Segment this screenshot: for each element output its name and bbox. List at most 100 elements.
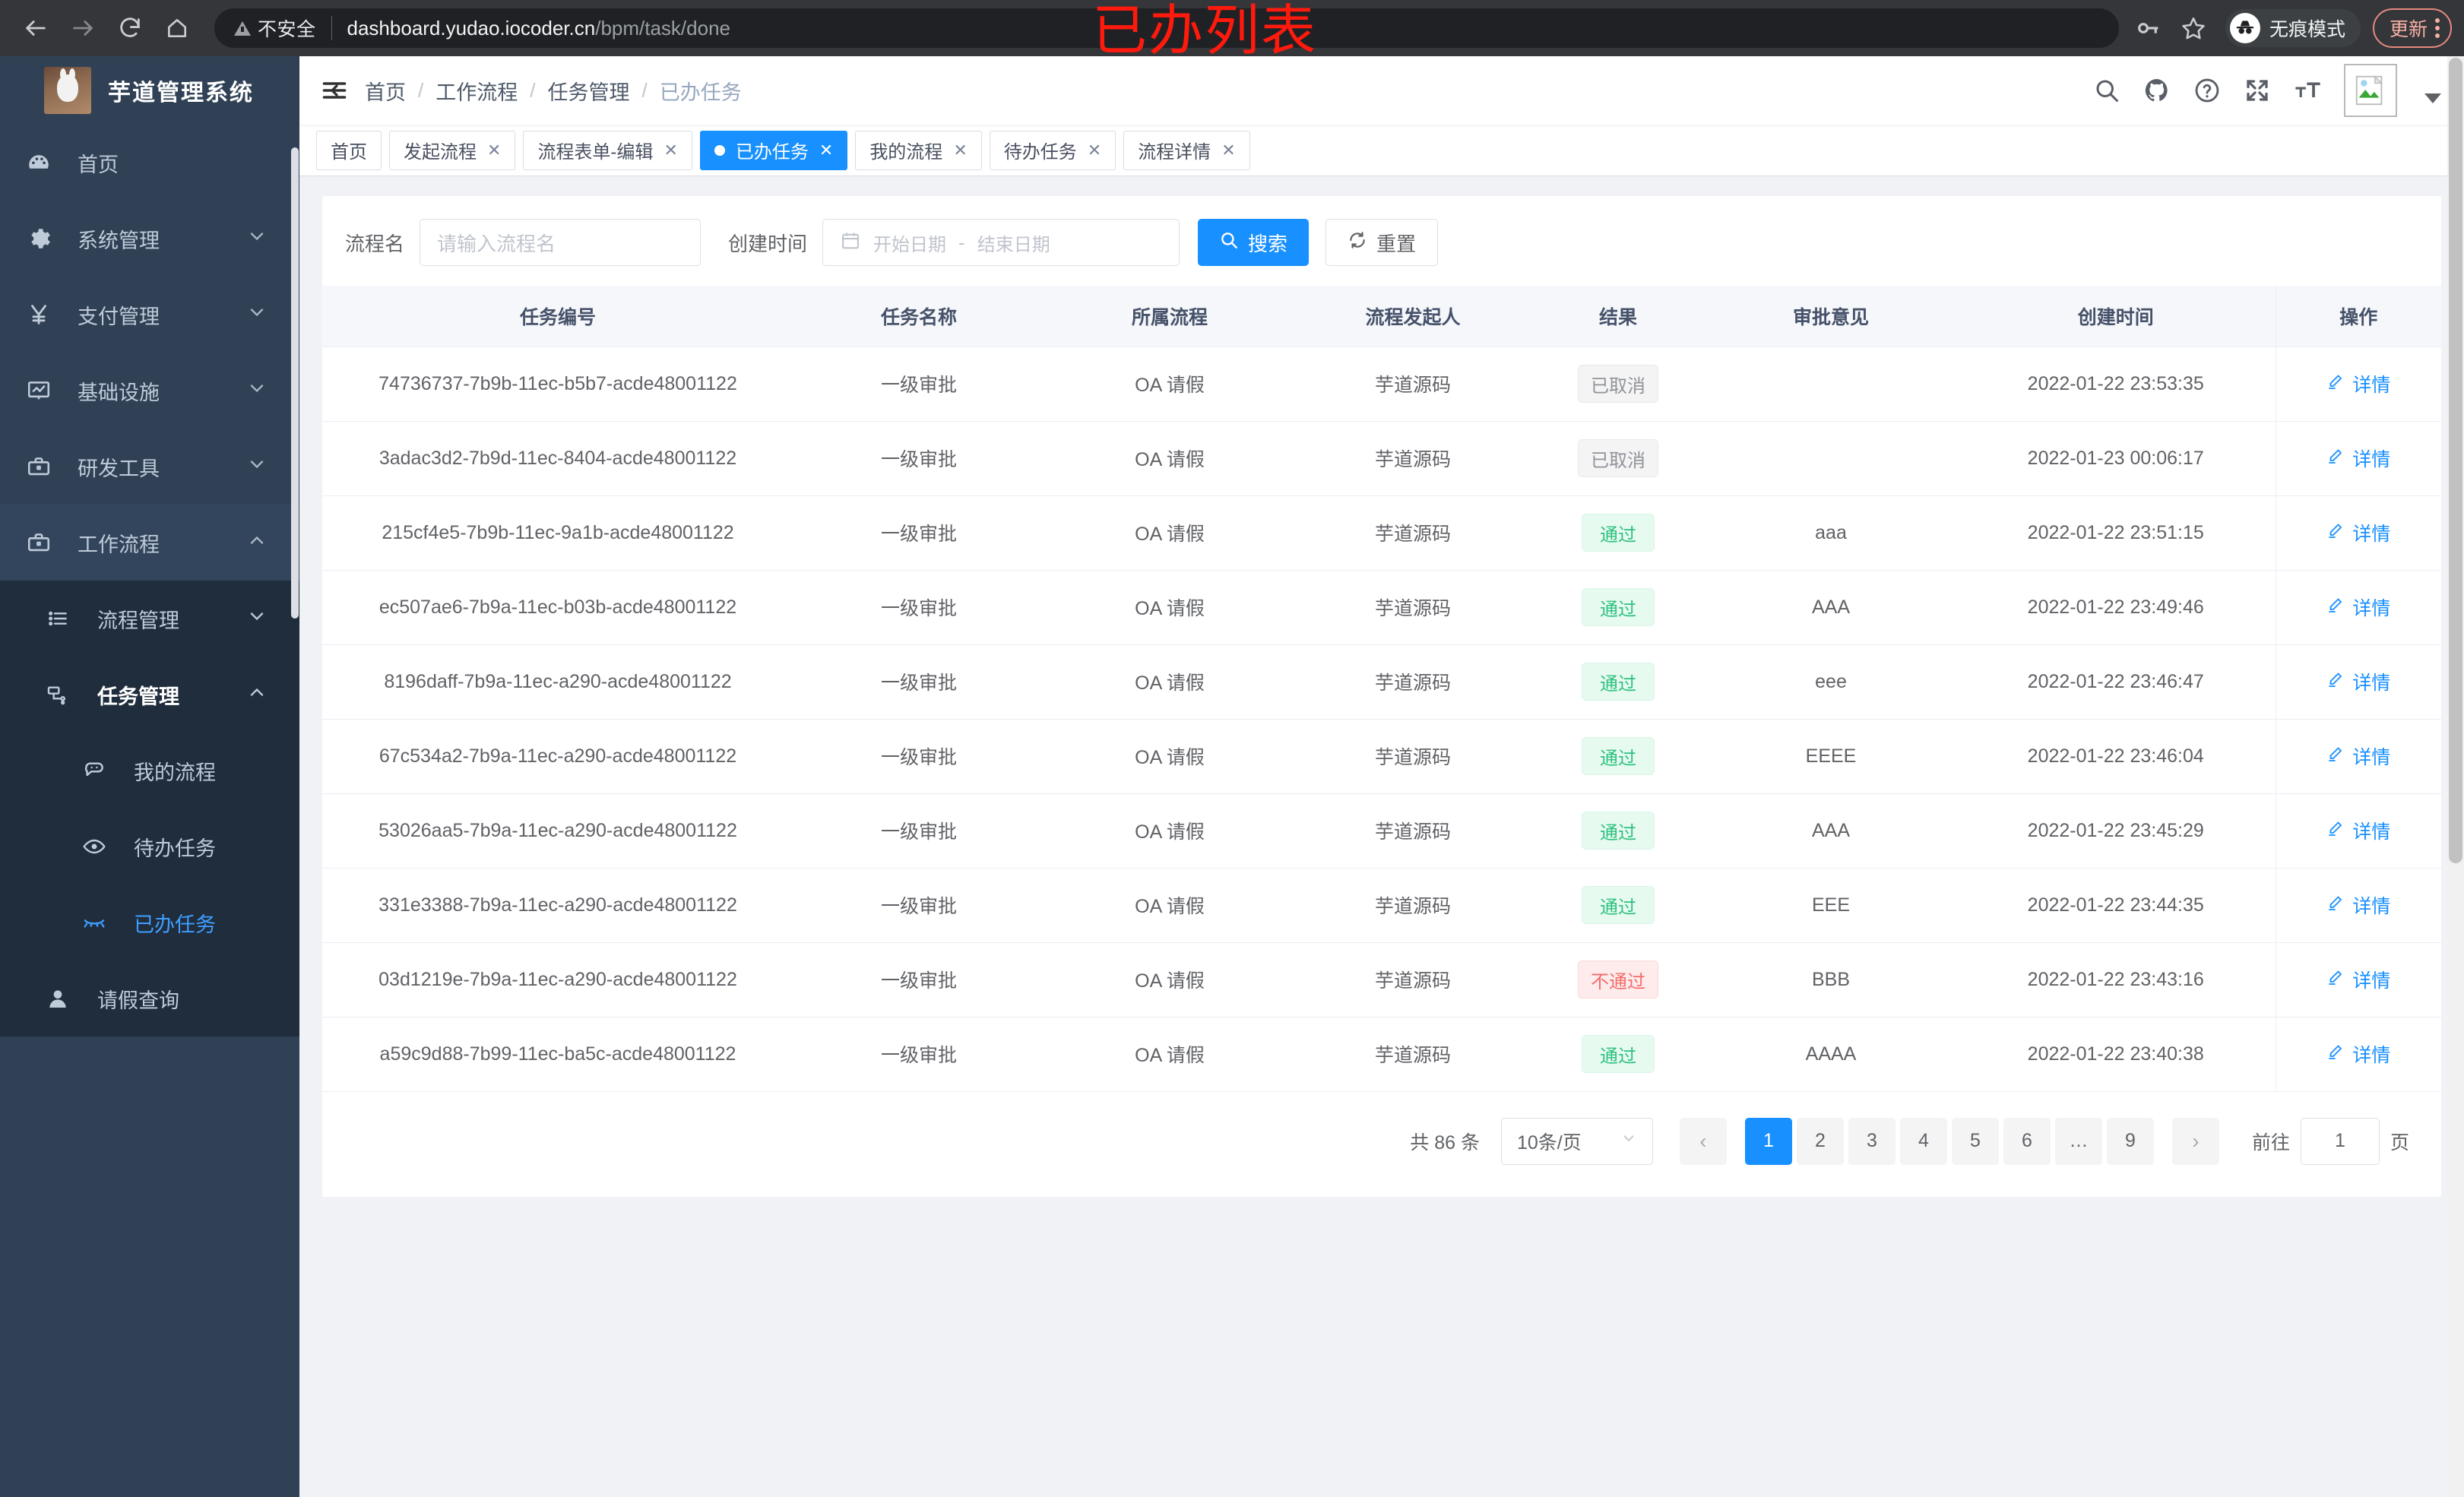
update-button[interactable]: 更新 bbox=[2372, 8, 2452, 48]
table-row[interactable]: 331e3388-7b9a-11ec-a290-acde48001122 一级审批… bbox=[322, 868, 2441, 943]
table-row[interactable]: 74736737-7b9b-11ec-b5b7-acde48001122 一级审批… bbox=[322, 347, 2441, 422]
page-scrollbar[interactable] bbox=[2447, 56, 2464, 1497]
table-row[interactable]: ec507ae6-7b9a-11ec-b03b-acde48001122 一级审批… bbox=[322, 570, 2441, 645]
help-circle-icon[interactable] bbox=[2193, 77, 2221, 104]
table-row[interactable]: 215cf4e5-7b9b-11ec-9a1b-acde48001122 一级审批… bbox=[322, 495, 2441, 571]
detail-button[interactable]: 详情 bbox=[2326, 891, 2390, 919]
tab-start-process[interactable]: 发起流程 ✕ bbox=[389, 130, 516, 170]
chevron-up-icon[interactable] bbox=[246, 530, 268, 556]
caret-down-icon[interactable] bbox=[2424, 93, 2441, 103]
search-button[interactable]: 搜索 bbox=[1198, 219, 1310, 266]
list-icon bbox=[46, 606, 85, 631]
sidebar-item-home[interactable]: 首页 bbox=[0, 125, 299, 201]
chevron-down-icon[interactable] bbox=[246, 454, 268, 480]
sidebar-item-process-management[interactable]: 流程管理 bbox=[0, 581, 299, 657]
fullscreen-icon[interactable] bbox=[2244, 77, 2271, 104]
table-row[interactable]: 8196daff-7b9a-11ec-a290-acde48001122 一级审批… bbox=[322, 644, 2441, 720]
sidebar-scrollbar[interactable] bbox=[290, 56, 299, 1497]
pager-page-5[interactable]: 5 bbox=[1951, 1117, 1999, 1165]
sidebar-item-infrastructure[interactable]: 基础设施 bbox=[0, 353, 299, 429]
chevron-up-icon[interactable] bbox=[246, 682, 268, 708]
tab-my-process[interactable]: 我的流程 ✕ bbox=[855, 130, 982, 170]
tab-process-detail[interactable]: 流程详情 ✕ bbox=[1123, 130, 1250, 170]
date-range-picker[interactable]: 开始日期 - 结束日期 bbox=[822, 219, 1180, 266]
pager-page-2[interactable]: 2 bbox=[1796, 1117, 1844, 1165]
prev-page-button[interactable]: ‹ bbox=[1679, 1117, 1727, 1165]
page-size-select[interactable]: 10条/页 bbox=[1500, 1117, 1653, 1165]
avatar[interactable] bbox=[2344, 64, 2397, 117]
table-row[interactable]: 03d1219e-7b9a-11ec-a290-acde48001122 一级审批… bbox=[322, 942, 2441, 1018]
search-icon[interactable] bbox=[2093, 77, 2120, 104]
sidebar-item-task-management[interactable]: 任务管理 bbox=[0, 657, 299, 733]
close-icon[interactable]: ✕ bbox=[487, 140, 502, 160]
cell-task-id: 3adac3d2-7b9d-11ec-8404-acde48001122 bbox=[322, 421, 793, 496]
security-warning-chip[interactable]: 不安全 bbox=[234, 14, 316, 42]
close-icon[interactable]: ✕ bbox=[1221, 140, 1236, 160]
chevron-down-icon[interactable] bbox=[246, 302, 268, 328]
breadcrumb-item-workflow[interactable]: 工作流程 bbox=[435, 81, 518, 104]
chevron-down-icon[interactable] bbox=[246, 226, 268, 252]
tab-home[interactable]: 首页 bbox=[316, 130, 382, 170]
sidebar-item-workflow[interactable]: 工作流程 bbox=[0, 505, 299, 581]
back-arrow-icon[interactable] bbox=[12, 5, 59, 52]
sidebar-item-system[interactable]: 系统管理 bbox=[0, 201, 299, 277]
tab-process-form-edit[interactable]: 流程表单-编辑 ✕ bbox=[523, 130, 692, 170]
font-size-icon[interactable] bbox=[2294, 77, 2321, 104]
next-page-button[interactable]: › bbox=[2171, 1117, 2219, 1165]
breadcrumb-item-home[interactable]: 首页 bbox=[365, 81, 406, 104]
pager-page-9[interactable]: 9 bbox=[2106, 1117, 2154, 1165]
detail-button[interactable]: 详情 bbox=[2326, 593, 2390, 621]
detail-button[interactable]: 详情 bbox=[2326, 668, 2390, 695]
sidebar-item-todo-task[interactable]: 待办任务 bbox=[0, 809, 299, 885]
address-bar[interactable]: 不安全 dashboard.yudao.iocoder.cn/bpm/task/… bbox=[214, 8, 2119, 48]
forward-arrow-icon[interactable] bbox=[59, 5, 106, 52]
kebab-menu-icon[interactable] bbox=[2435, 18, 2440, 38]
status-badge: 通过 bbox=[1582, 588, 1655, 626]
detail-button[interactable]: 详情 bbox=[2326, 817, 2390, 844]
detail-button[interactable]: 详情 bbox=[2326, 1040, 2390, 1068]
close-icon[interactable]: ✕ bbox=[1087, 140, 1102, 160]
pager-ellipsis[interactable]: … bbox=[2054, 1117, 2102, 1165]
reload-icon[interactable] bbox=[106, 5, 154, 52]
table-row[interactable]: a59c9d88-7b99-11ec-ba5c-acde48001122 一级审批… bbox=[322, 1017, 2441, 1092]
incognito-mode-chip[interactable]: 无痕模式 bbox=[2225, 9, 2361, 47]
chevron-down-icon[interactable] bbox=[246, 606, 268, 632]
sidebar-item-done-task[interactable]: 已办任务 bbox=[0, 885, 299, 961]
brand-title: 芋道管理系统 bbox=[108, 81, 254, 106]
tab-todo-task[interactable]: 待办任务 ✕ bbox=[989, 130, 1116, 170]
detail-button[interactable]: 详情 bbox=[2326, 445, 2390, 472]
detail-button[interactable]: 详情 bbox=[2326, 966, 2390, 993]
table-row[interactable]: 67c534a2-7b9a-11ec-a290-acde48001122 一级审批… bbox=[322, 719, 2441, 794]
pager-page-6[interactable]: 6 bbox=[2003, 1117, 2051, 1165]
sidebar-item-leave-query[interactable]: 请假查询 bbox=[0, 961, 299, 1037]
pager-page-4[interactable]: 4 bbox=[1899, 1117, 1947, 1165]
table-row[interactable]: 3adac3d2-7b9d-11ec-8404-acde48001122 一级审批… bbox=[322, 421, 2441, 496]
brand[interactable]: 芋道管理系统 bbox=[0, 56, 299, 125]
page-jump-input[interactable]: 1 bbox=[2300, 1117, 2380, 1165]
sidebar-scroll-thumb[interactable] bbox=[291, 147, 299, 619]
home-icon[interactable] bbox=[154, 5, 201, 52]
detail-button[interactable]: 详情 bbox=[2326, 742, 2390, 770]
search-input[interactable]: 请输入流程名 bbox=[420, 219, 702, 266]
sidebar-item-devtools[interactable]: 研发工具 bbox=[0, 429, 299, 505]
chevron-down-icon[interactable] bbox=[246, 378, 268, 404]
github-icon[interactable] bbox=[2143, 77, 2171, 104]
page-scroll-thumb[interactable] bbox=[2449, 58, 2462, 863]
sidebar-item-payment[interactable]: 支付管理 bbox=[0, 277, 299, 353]
tab-done-task[interactable]: 已办任务 ✕ bbox=[699, 130, 848, 170]
table-row[interactable]: 53026aa5-7b9a-11ec-a290-acde48001122 一级审批… bbox=[322, 793, 2441, 869]
reset-button[interactable]: 重置 bbox=[1325, 219, 1439, 266]
hamburger-icon[interactable] bbox=[299, 77, 365, 104]
pager-page-1[interactable]: 1 bbox=[1744, 1117, 1792, 1165]
close-icon[interactable]: ✕ bbox=[819, 140, 834, 160]
url-path: /bpm/task/done bbox=[595, 16, 730, 40]
close-icon[interactable]: ✕ bbox=[664, 140, 678, 160]
close-icon[interactable]: ✕ bbox=[953, 140, 968, 160]
key-icon[interactable] bbox=[2127, 7, 2169, 49]
detail-button[interactable]: 详情 bbox=[2326, 370, 2390, 397]
detail-button[interactable]: 详情 bbox=[2326, 519, 2390, 546]
sidebar-item-my-process[interactable]: 我的流程 bbox=[0, 733, 299, 809]
star-icon[interactable] bbox=[2172, 7, 2215, 49]
pager-page-3[interactable]: 3 bbox=[1848, 1117, 1896, 1165]
breadcrumb-item-task-management[interactable]: 任务管理 bbox=[547, 81, 630, 104]
